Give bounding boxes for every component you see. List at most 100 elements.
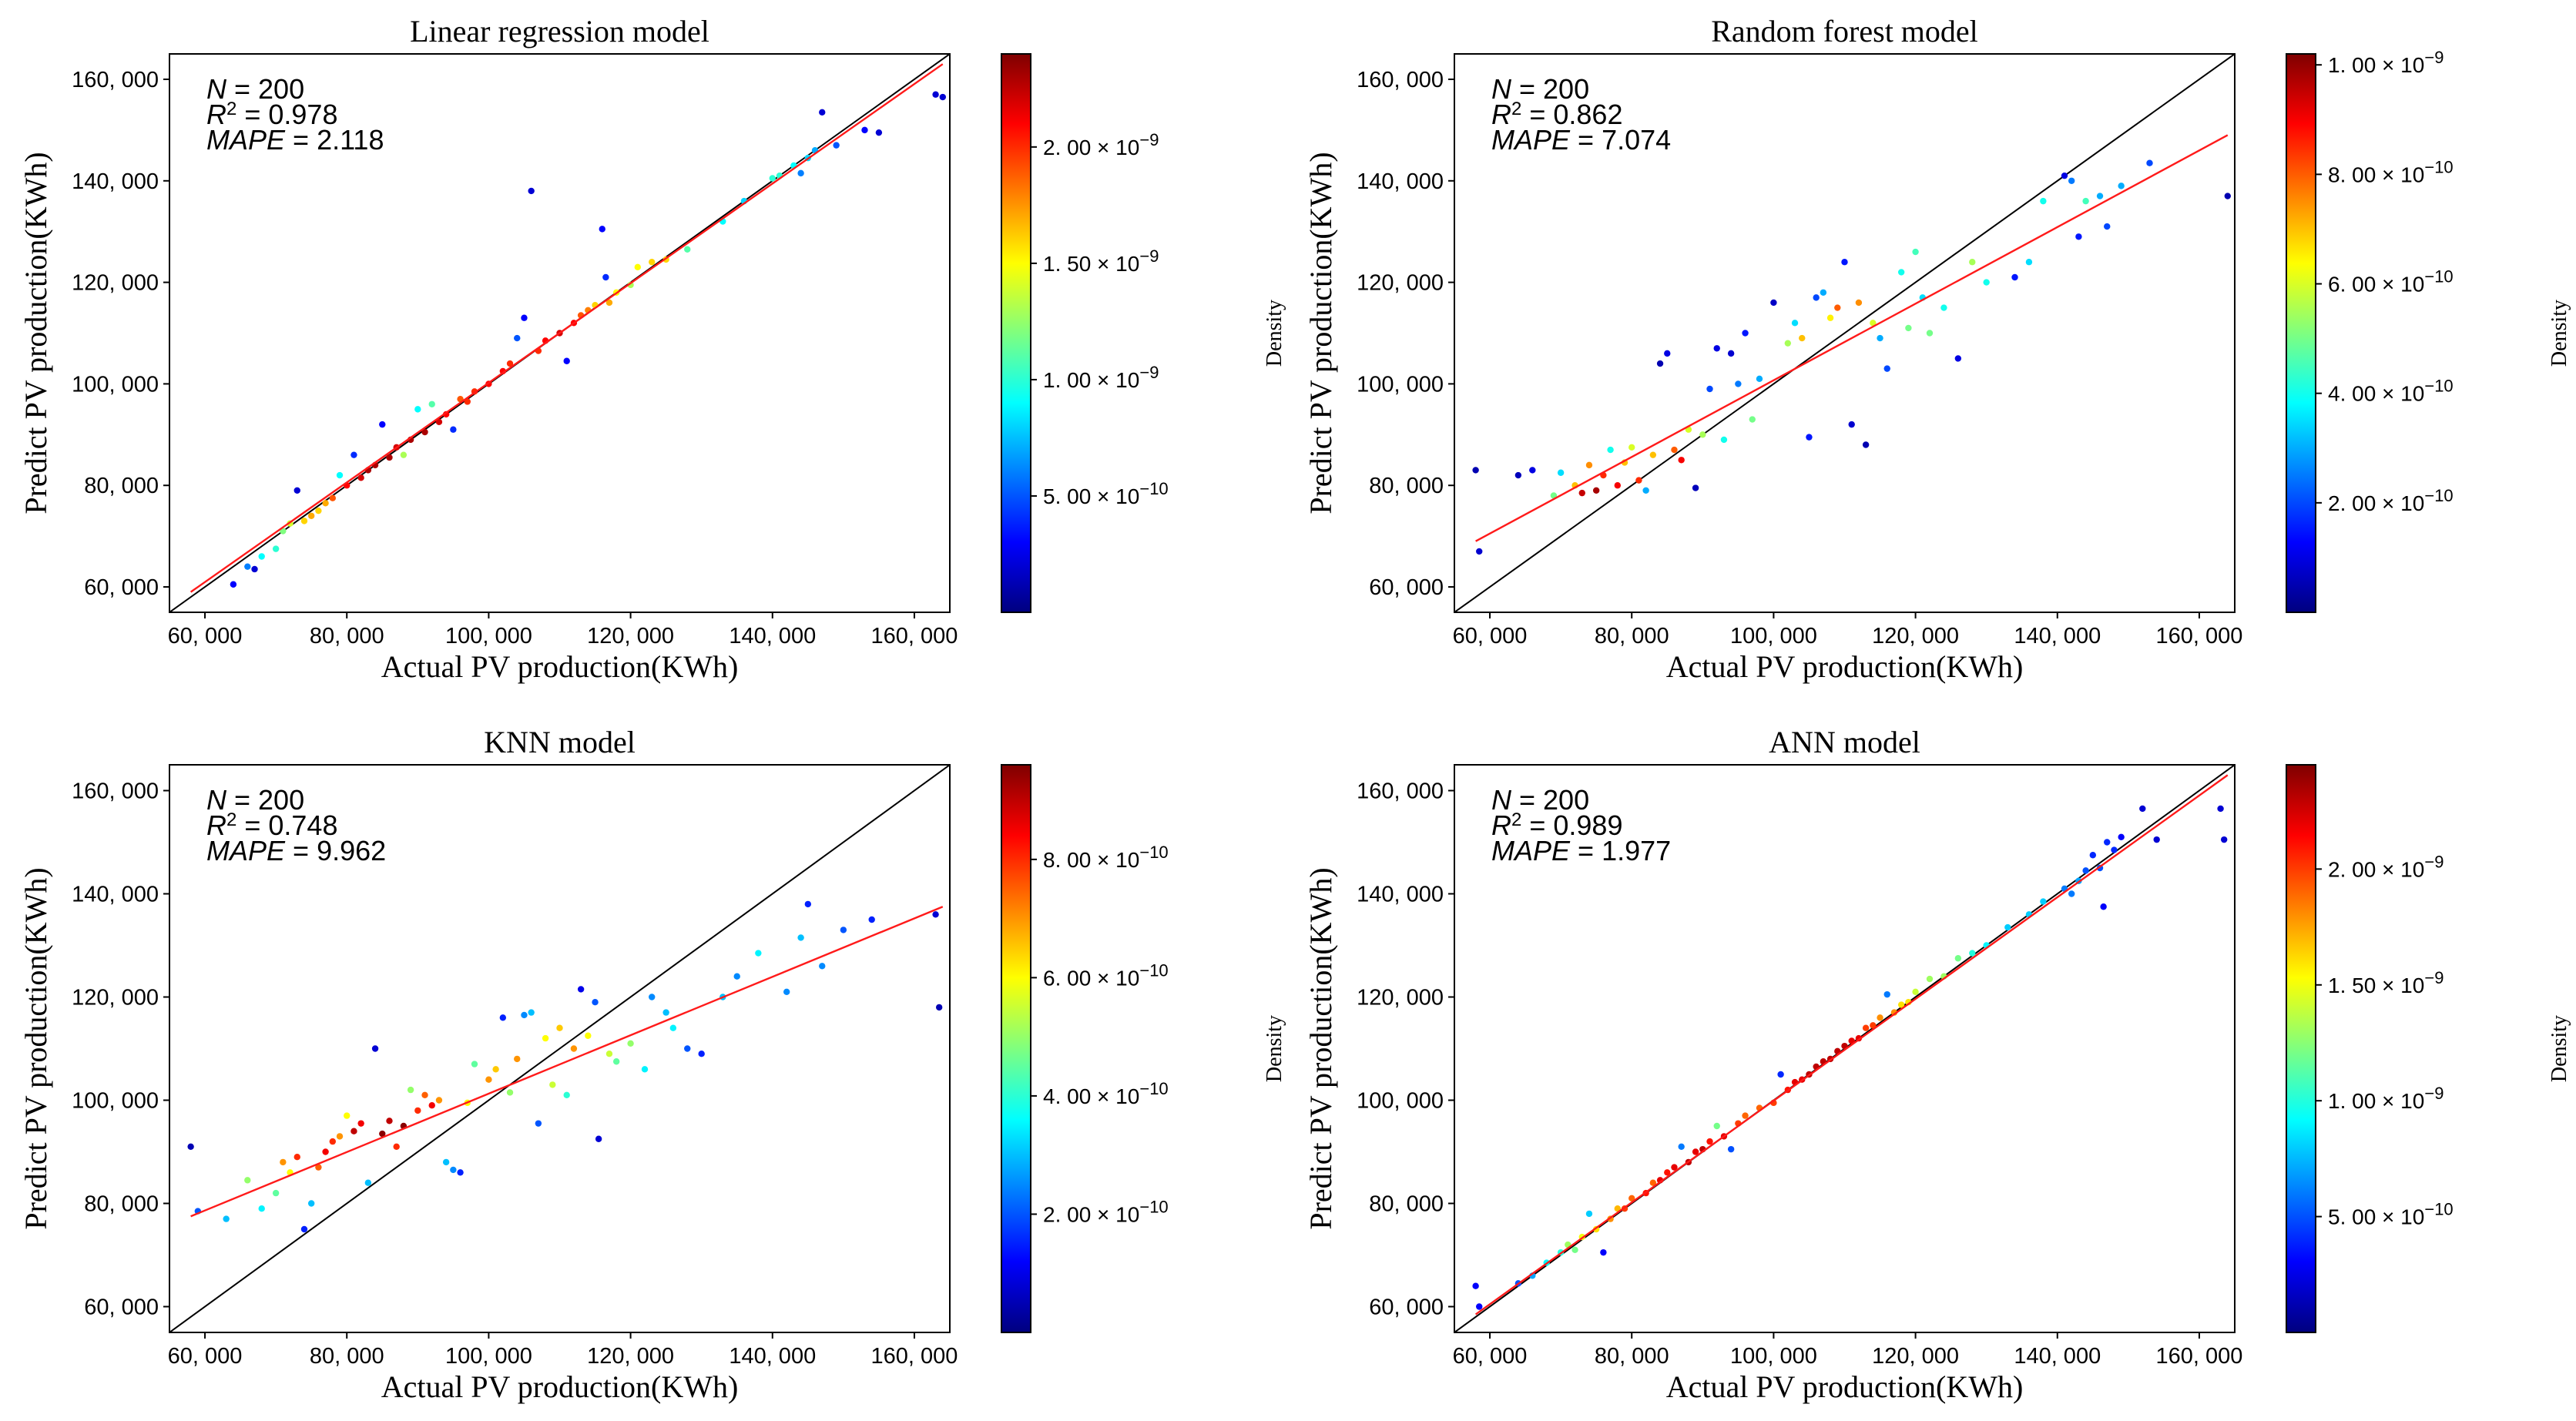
y-axis-label: Predict PV production(KWh) [18, 152, 53, 514]
scatter-point [1742, 330, 1749, 337]
colorbar-label: Density [1263, 300, 1286, 367]
scatter-point [1820, 289, 1827, 296]
scatter-point [556, 1024, 563, 1031]
stat-n: N = 200 [1491, 73, 1589, 105]
scatter-point [492, 1066, 499, 1073]
y-tick-label: 60, 000 [1369, 1295, 1444, 1320]
plot-area [1454, 54, 2235, 612]
plot-frame [169, 53, 951, 613]
scatter-point [379, 421, 386, 428]
scatter-point [1926, 975, 1934, 983]
scatter-point [1855, 299, 1863, 307]
scatter-point [1476, 1303, 1483, 1310]
colorbar-tick-label: 1. 00 × 10−9 [2328, 1084, 2444, 1113]
scatter-point [669, 1024, 677, 1031]
x-tick-label: 120, 000 [587, 1344, 674, 1369]
scatter-point [2025, 259, 2033, 266]
scatter-point [1940, 304, 1947, 311]
colorbar: 2. 00 × 10−10 4. 00 × 10−10 6. 00 × 10−10 8… [2286, 48, 2571, 613]
scatter-point [230, 581, 237, 588]
scatter-point [435, 418, 443, 426]
identity-line [169, 765, 950, 1332]
scatter-point [379, 1130, 386, 1138]
scatter-point [2075, 233, 2082, 240]
x-tick-label: 140, 000 [2014, 1344, 2101, 1369]
plot-area [169, 54, 950, 612]
scatter-point [322, 500, 329, 507]
scatter-point [1862, 441, 1870, 448]
scatter-point [2096, 193, 2104, 199]
scatter-point [1664, 1169, 1671, 1176]
scatter-point [1806, 434, 1813, 441]
scatter-point [386, 454, 393, 461]
scatter-point [400, 451, 408, 458]
stat-n: N = 200 [206, 784, 304, 816]
colorbar-tick-label: 6. 00 × 10−10 [1043, 960, 1169, 990]
scatter-point [1649, 1179, 1657, 1186]
scatter-point [414, 406, 421, 413]
scatter-point [875, 129, 883, 136]
scatter-point [861, 126, 868, 134]
scatter-point [528, 1009, 535, 1016]
y-tick-label: 100, 000 [72, 372, 159, 397]
scatter-point [485, 1076, 492, 1083]
scatter-point [1883, 990, 1890, 998]
scatter-point [1678, 457, 1685, 464]
scatter-point [1926, 330, 1934, 337]
x-tick-label: 120, 000 [1872, 1344, 1959, 1369]
scatter-point [932, 911, 939, 918]
scatter-point [251, 565, 258, 573]
stat-mape: MAPE = 7.074 [1491, 124, 1671, 156]
plot-frame [169, 764, 951, 1333]
scatter-point [1713, 345, 1720, 352]
scatter-point [514, 1055, 521, 1063]
scatter-point [1706, 385, 1713, 393]
scatter-point [1870, 1022, 1877, 1029]
y-tick-label: 140, 000 [1357, 169, 1444, 194]
scatter-point [1727, 350, 1735, 357]
scatter-point [315, 507, 322, 514]
y-axis-label: Predict PV production(KWh) [1303, 152, 1338, 514]
y-tick-label: 160, 000 [1357, 779, 1444, 804]
scatter-point [336, 1133, 344, 1140]
colorbar-tick-label: 5. 00 × 10−10 [2328, 1200, 2454, 1229]
scatter-point [1592, 487, 1600, 494]
colorbar-tick-label: 8. 00 × 10−10 [1043, 843, 1169, 872]
x-tick-label: 160, 000 [871, 1344, 958, 1369]
scatter-point [1770, 299, 1777, 307]
scatter-point [939, 93, 946, 101]
colorbar-tick-label: 6. 00 × 10−10 [2328, 267, 2454, 297]
chart-title: ANN model [1769, 725, 1920, 759]
scatter-point [499, 1014, 507, 1021]
scatter-point [506, 1089, 514, 1096]
scatter-point [797, 169, 804, 177]
scatter-point [634, 263, 641, 271]
scatter-point [300, 518, 308, 524]
stat-mape: MAPE = 1.977 [1491, 835, 1671, 866]
y-tick-label: 120, 000 [72, 986, 159, 1010]
scatter-point [258, 553, 265, 560]
scatter-point [1841, 259, 1848, 266]
colorbar-gradient [1001, 53, 1031, 613]
scatter-point [783, 988, 790, 996]
regression-line [1475, 134, 2229, 542]
scatter-point [521, 314, 528, 321]
scatter-point [1692, 1148, 1699, 1155]
colorbar-tick-label: 1. 00 × 10−9 [1043, 363, 1159, 392]
scatter-point [1614, 482, 1622, 489]
colorbar-gradient [2286, 764, 2316, 1333]
scatter-point [755, 950, 762, 957]
scatter-point [435, 1097, 443, 1104]
scatter-point [1614, 1205, 1622, 1212]
scatter-point [293, 1154, 300, 1161]
y-axis-label: Predict PV production(KWh) [1303, 867, 1338, 1229]
scatter-point [1706, 1138, 1713, 1145]
scatter-point [528, 187, 535, 195]
scatter-point [1870, 320, 1877, 327]
scatter-point [442, 1158, 450, 1166]
x-tick-label: 160, 000 [2156, 1344, 2243, 1369]
scatter-point [407, 1086, 414, 1094]
scatter-point [2146, 159, 2153, 166]
scatter-point [2104, 223, 2111, 230]
